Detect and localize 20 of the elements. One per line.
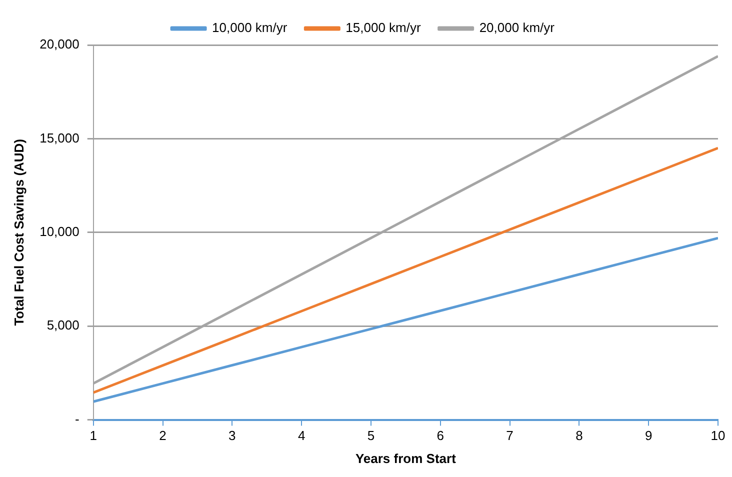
x-tick-label: 8: [576, 428, 583, 444]
x-tick-label: 3: [228, 428, 236, 444]
y-tick-label: 5,000: [46, 318, 80, 333]
x-tick-label: 10: [710, 428, 726, 444]
y-tick-label: 20,000: [40, 36, 80, 52]
y-tick-label: 15,000: [40, 130, 80, 146]
legend-label: 15,000 km/yr: [346, 20, 422, 36]
x-tick-label: 7: [506, 428, 514, 444]
legend-label: 10,000 km/yr: [212, 20, 288, 36]
y-tick-label: 10,000: [40, 224, 80, 239]
y-tick-label: -: [75, 411, 80, 426]
x-tick-label: 4: [298, 428, 306, 444]
x-axis-title: Years from Start: [355, 450, 457, 466]
x-tick-label: 2: [159, 428, 166, 444]
x-tick-label: 1: [90, 428, 97, 444]
x-tick-label: 9: [644, 428, 652, 444]
x-tick-label: 6: [436, 428, 444, 444]
legend-label: 20,000 km/yr: [479, 20, 556, 36]
x-tick-label: 5: [367, 428, 375, 444]
y-axis-title: Total Fuel Cost Savings (AUD): [11, 138, 26, 326]
